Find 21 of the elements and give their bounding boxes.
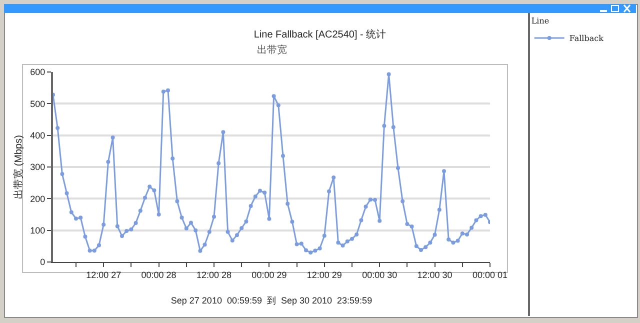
x-tick-label: 12:00 28 (196, 270, 232, 280)
x-axis-title: Sep 27 2010 00:59:59 到 Sep 30 2010 23:59:59 (170, 296, 372, 306)
x-tick-label: 12:00 27 (86, 270, 122, 280)
x-tick-label: 00:00 01 (472, 270, 508, 280)
y-tick-label: 600 (30, 67, 46, 78)
y-tick-label: 200 (30, 194, 46, 204)
y-axis-title: 出带宽 (Mbps) (12, 135, 25, 199)
x-tick-label: 12:00 30 (417, 270, 452, 280)
y-tick-label: 300 (30, 162, 46, 172)
x-tick-label: 12:00 29 (306, 270, 342, 280)
legend-label: Fallback (569, 34, 604, 44)
chart-subtitle: 出带宽 (257, 44, 287, 56)
x-tick-label: 00:00 28 (141, 270, 176, 280)
legend-title: Line (531, 16, 550, 26)
y-tick-label: 500 (30, 98, 46, 109)
chart-title: Line Fallback [AC2540] - 统计 (254, 28, 386, 40)
y-tick-label: 0 (40, 257, 46, 268)
y-tick-label: 400 (30, 130, 46, 140)
x-tick-label: 00:00 29 (252, 270, 287, 280)
x-tick-label: 00:00 30 (362, 270, 398, 280)
y-tick-label: 100 (30, 225, 46, 236)
